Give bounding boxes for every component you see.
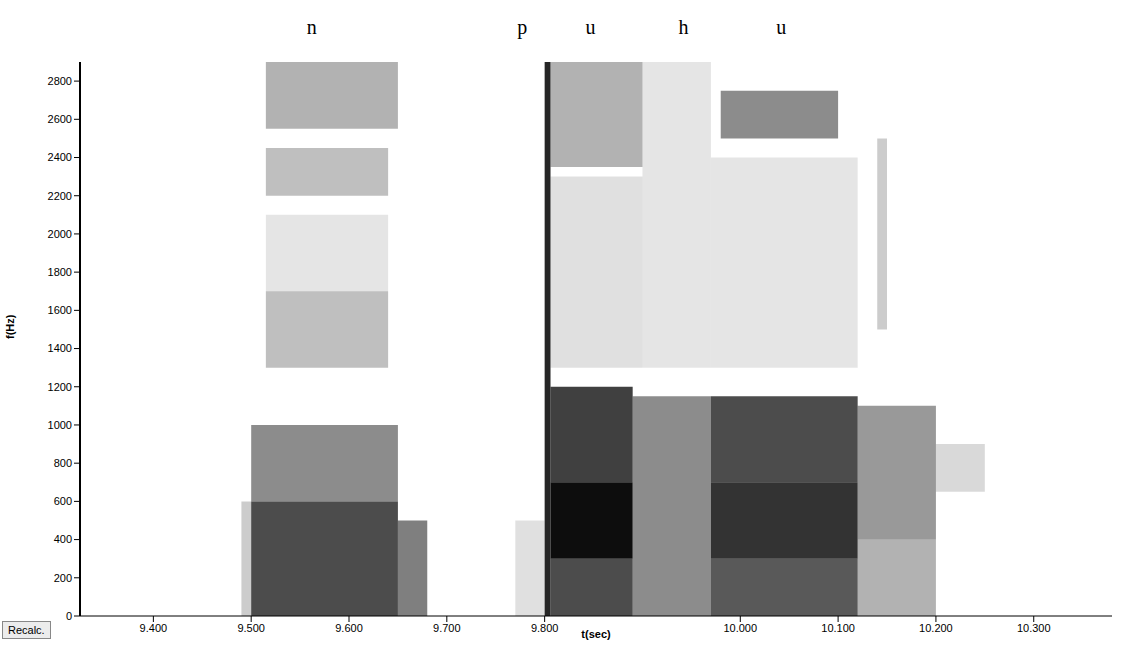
svg-text:10.300: 10.300 (1017, 622, 1051, 634)
svg-text:200: 200 (54, 572, 72, 584)
svg-text:400: 400 (54, 533, 72, 545)
svg-text:u: u (586, 16, 596, 38)
svg-text:h: h (679, 16, 689, 38)
svg-text:10.000: 10.000 (723, 622, 757, 634)
svg-text:2800: 2800 (48, 75, 72, 87)
svg-text:9.400: 9.400 (140, 622, 168, 634)
svg-text:f(Hz): f(Hz) (4, 314, 16, 339)
svg-text:9.800: 9.800 (531, 622, 559, 634)
svg-text:1800: 1800 (48, 266, 72, 278)
svg-text:9.700: 9.700 (433, 622, 461, 634)
svg-text:9.500: 9.500 (237, 622, 265, 634)
svg-text:n: n (307, 16, 317, 38)
svg-text:800: 800 (54, 457, 72, 469)
svg-text:u: u (776, 16, 786, 38)
svg-text:2000: 2000 (48, 228, 72, 240)
svg-text:600: 600 (54, 495, 72, 507)
svg-text:p: p (517, 16, 527, 39)
svg-text:1600: 1600 (48, 304, 72, 316)
svg-text:10.100: 10.100 (821, 622, 855, 634)
svg-text:2600: 2600 (48, 113, 72, 125)
svg-text:9.600: 9.600 (335, 622, 363, 634)
svg-text:0: 0 (66, 610, 72, 622)
svg-text:2200: 2200 (48, 190, 72, 202)
svg-text:1200: 1200 (48, 381, 72, 393)
svg-text:10.200: 10.200 (919, 622, 953, 634)
html-text:Recalc.: Recalc. (8, 624, 45, 636)
svg-text:t(sec): t(sec) (581, 628, 611, 640)
svg-text:1400: 1400 (48, 342, 72, 354)
svg-text:2400: 2400 (48, 151, 72, 163)
svg-text:1000: 1000 (48, 419, 72, 431)
